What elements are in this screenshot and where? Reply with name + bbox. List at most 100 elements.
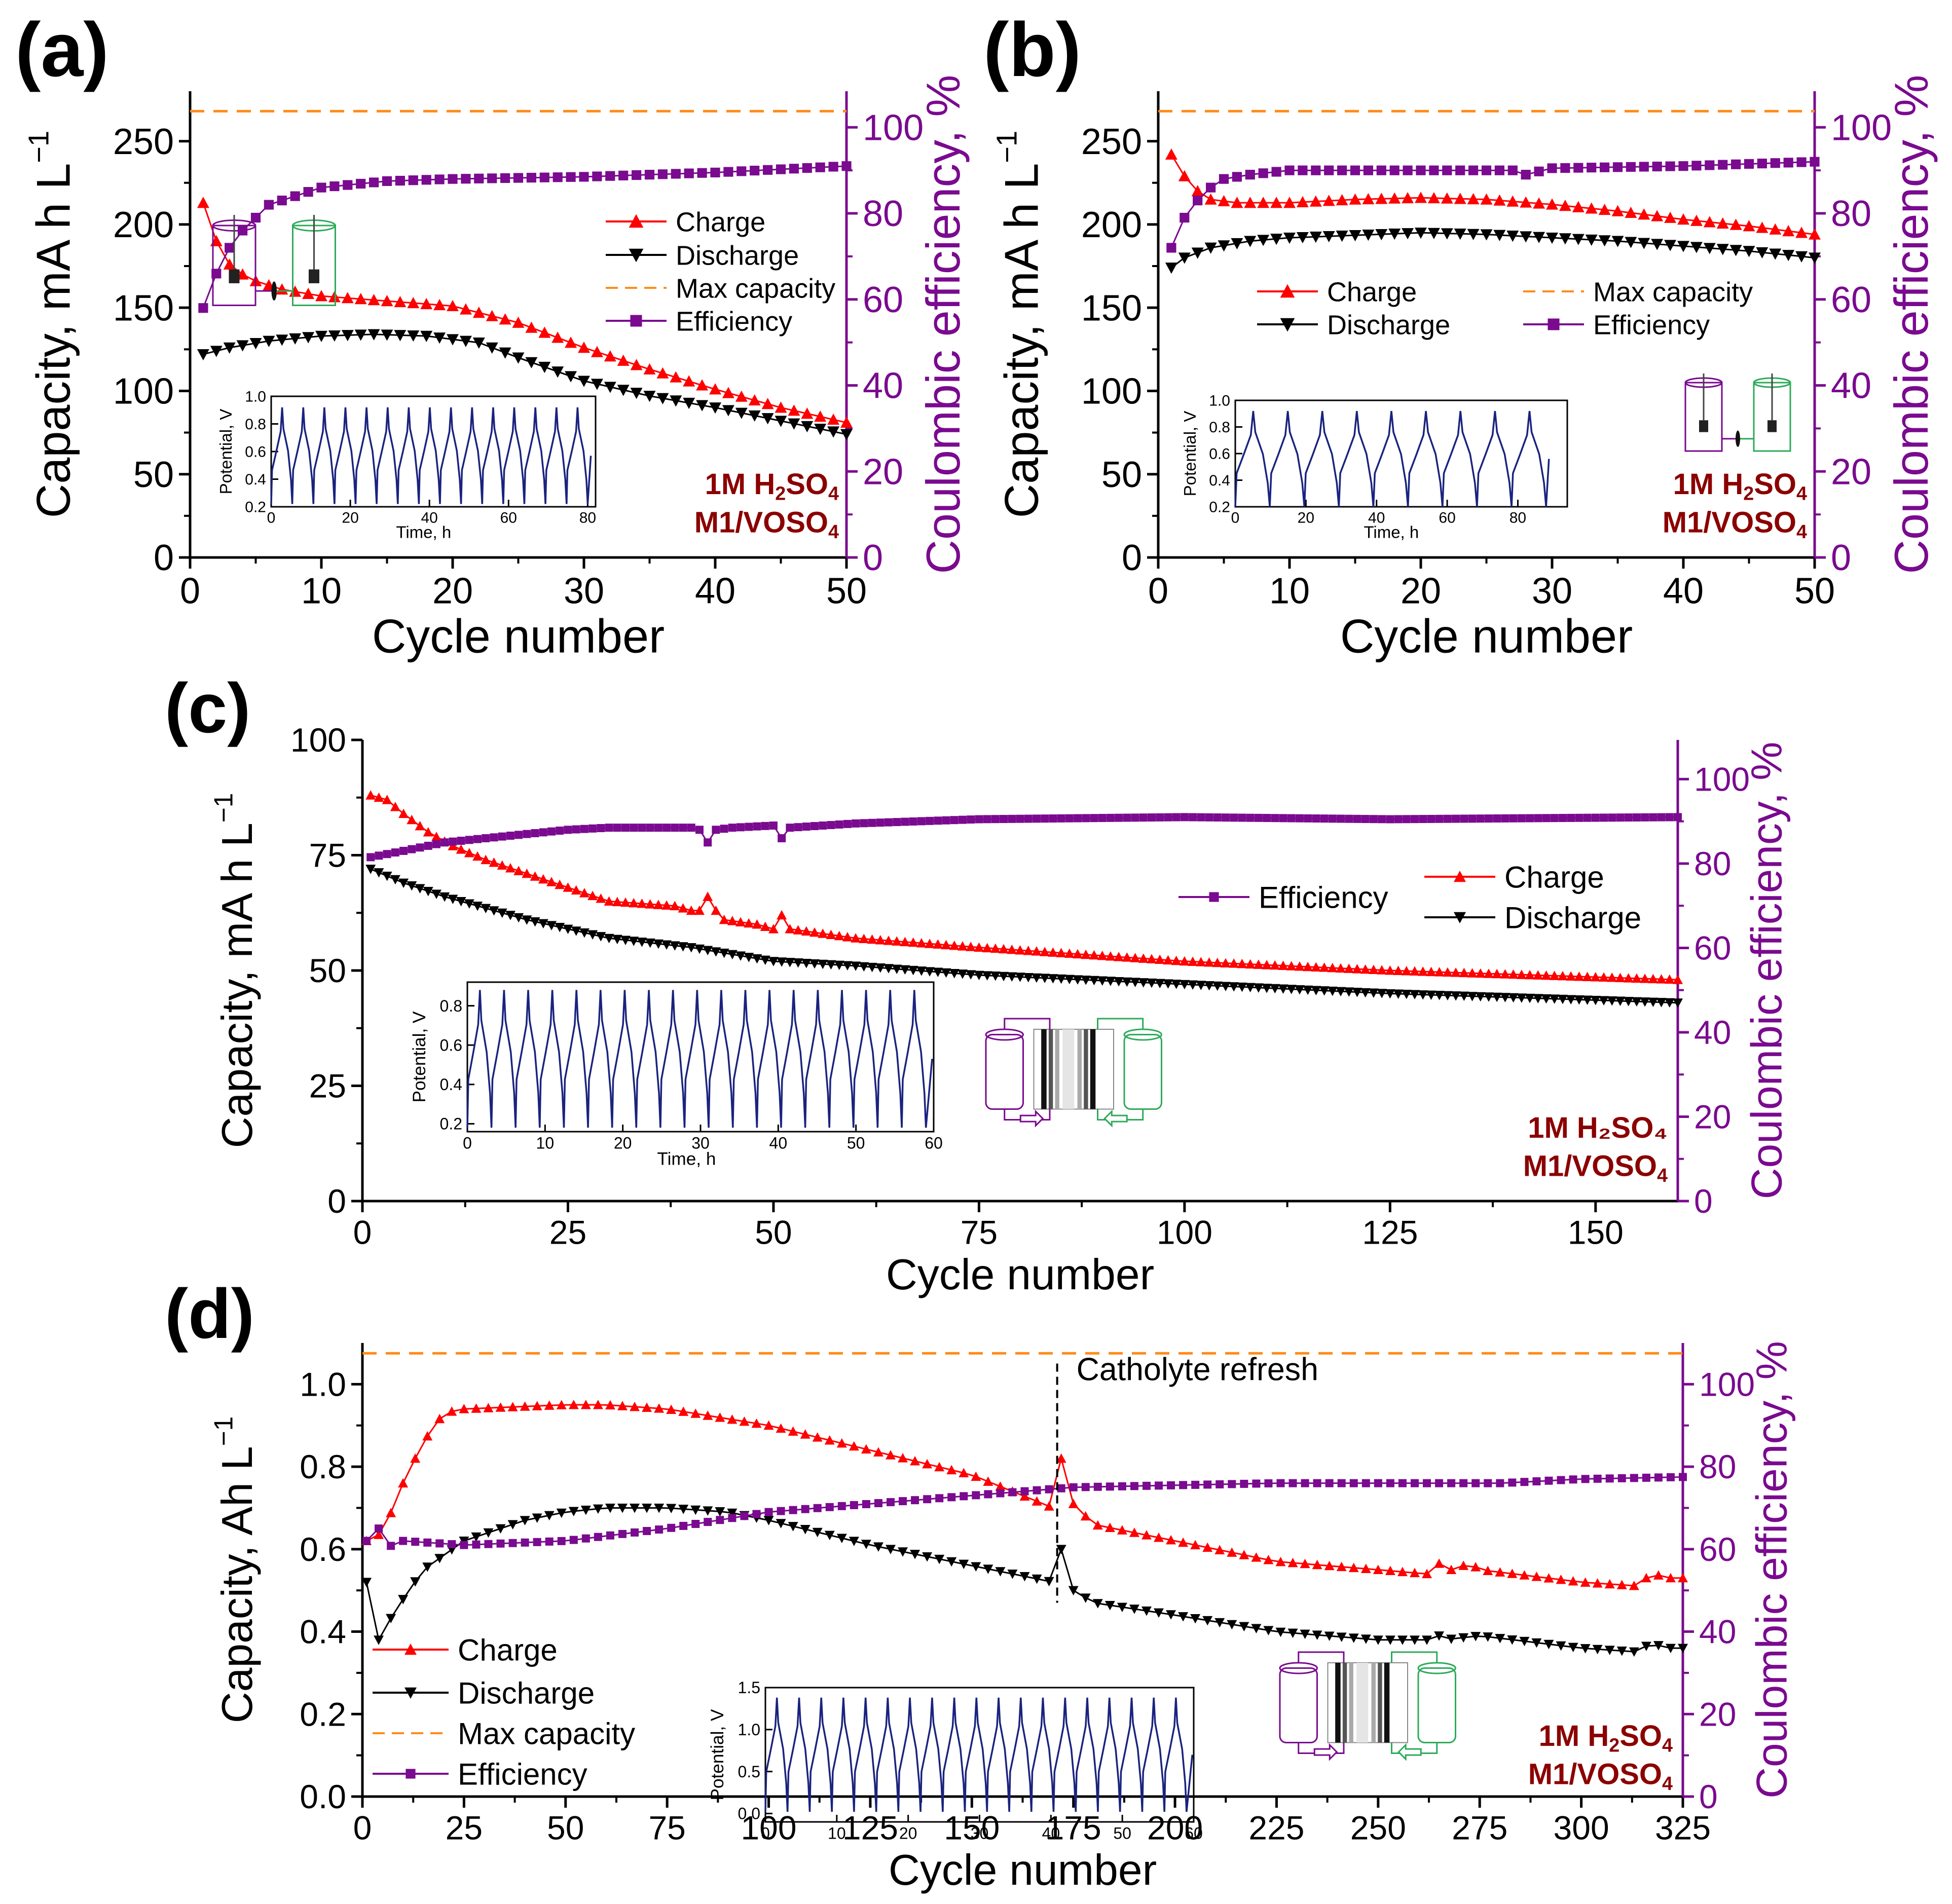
data-point-charge xyxy=(563,882,573,892)
data-point-efficiency xyxy=(605,171,615,181)
x-tick-label: 0 xyxy=(353,1809,372,1847)
data-point-efficiency xyxy=(1496,1479,1504,1487)
data-point-charge xyxy=(1638,208,1650,220)
data-point-charge xyxy=(867,934,877,944)
data-point-charge xyxy=(883,936,894,945)
data-point-charge xyxy=(908,937,918,947)
data-point-efficiency xyxy=(947,1493,956,1502)
data-point-efficiency xyxy=(448,174,458,184)
data-point-discharge xyxy=(946,1557,957,1567)
data-point-charge xyxy=(1426,966,1437,977)
data-point-discharge xyxy=(1163,979,1173,989)
series-discharge xyxy=(361,1503,1688,1657)
data-point-efficiency xyxy=(1098,814,1107,823)
catholyte-flow-arrow xyxy=(1397,1743,1422,1761)
data-point-charge xyxy=(775,401,787,413)
data-point-charge xyxy=(1441,192,1453,204)
data-point-discharge xyxy=(768,957,779,966)
inset-y-tick-label: 0.0 xyxy=(738,1805,760,1823)
data-point-charge xyxy=(1373,1564,1383,1574)
electrolyte-label: 1M H₂SO₄ M1/VOSO4 xyxy=(1523,1111,1668,1186)
data-point-discharge xyxy=(1179,980,1190,990)
data-point-discharge xyxy=(630,388,643,399)
panel-c: 0 25 50 75 100 125 1500255075100020406080100Cy… xyxy=(165,669,1791,1299)
data-point-discharge xyxy=(1568,1642,1578,1653)
data-point-charge xyxy=(483,1403,494,1412)
inset-y-tick-label: 1.0 xyxy=(738,1721,760,1739)
data-point-charge xyxy=(236,268,249,280)
data-point-efficiency xyxy=(1657,813,1666,822)
data-point-charge xyxy=(1616,1580,1627,1589)
data-point-discharge xyxy=(642,1503,652,1513)
data-point-discharge xyxy=(661,940,672,950)
series-efficiency xyxy=(198,161,852,313)
y2-tick-label: 40 xyxy=(863,366,903,406)
data-point-charge xyxy=(499,313,511,325)
data-point-charge xyxy=(1368,964,1379,975)
data-point-discharge xyxy=(1743,246,1755,257)
data-point-charge xyxy=(1349,193,1361,205)
data-point-discharge xyxy=(1080,1593,1091,1603)
data-point-efficiency xyxy=(424,841,432,850)
data-point-efficiency xyxy=(769,822,778,830)
inset-y-tick-label: 1.0 xyxy=(1209,393,1230,409)
data-point-efficiency xyxy=(712,826,720,834)
data-point-charge xyxy=(1220,958,1231,967)
data-point-charge xyxy=(898,1453,908,1463)
data-point-charge xyxy=(1507,1569,1518,1578)
data-point-discharge xyxy=(827,426,840,438)
data-point-charge xyxy=(1656,974,1667,984)
inset-y-tick-label: 0.6 xyxy=(1209,446,1230,463)
data-point-discharge xyxy=(1611,236,1624,247)
data-point-efficiency xyxy=(876,818,885,827)
data-point-charge xyxy=(407,296,420,309)
legend-label-discharge: Discharge xyxy=(458,1676,595,1710)
electrolyte-line2: M1/VOSO4 xyxy=(1523,1149,1668,1186)
data-point-efficiency xyxy=(752,1510,761,1518)
data-point-discharge xyxy=(1166,1610,1176,1620)
inset-potential-curve xyxy=(1234,410,1550,507)
data-point-efficiency xyxy=(1020,1487,1029,1496)
data-point-charge xyxy=(630,1401,640,1411)
data-point-charge xyxy=(1287,1557,1298,1567)
data-point-charge xyxy=(1641,1573,1651,1583)
legend-marker xyxy=(404,1644,417,1655)
y2-tick-label: 0 xyxy=(863,538,883,578)
data-point-discharge xyxy=(513,913,524,923)
data-point-discharge xyxy=(1300,1629,1310,1639)
data-point-discharge xyxy=(1344,987,1354,997)
data-point-discharge xyxy=(834,960,844,970)
data-point-discharge xyxy=(1664,240,1677,251)
data-point-charge xyxy=(398,808,409,818)
data-point-discharge xyxy=(565,371,577,383)
data-point-efficiency xyxy=(1534,814,1542,823)
data-point-efficiency xyxy=(461,174,471,184)
data-point-charge xyxy=(761,398,774,409)
inset-x-tick-label: 0 xyxy=(463,1134,472,1152)
data-point-efficiency xyxy=(667,1523,676,1532)
data-point-efficiency xyxy=(671,824,679,832)
inset-d: 0 10 20 30 40 50 60 0.0 0.5 1.0 1.5 Potential, V xyxy=(708,1678,1203,1842)
data-point-efficiency xyxy=(720,825,728,833)
y-tick-label: 1.0 xyxy=(300,1365,346,1403)
data-point-efficiency xyxy=(1203,1480,1212,1489)
cell-layer xyxy=(1335,1663,1341,1743)
y-tick-label: 250 xyxy=(113,122,174,162)
inset-x-tick-label: 80 xyxy=(1509,510,1526,527)
data-point-discharge xyxy=(715,1507,725,1517)
data-point-discharge xyxy=(735,407,748,419)
data-point-discharge xyxy=(210,346,223,357)
x-tick-label: 50 xyxy=(826,571,867,611)
data-point-charge xyxy=(696,379,709,391)
data-point-charge xyxy=(643,363,656,375)
data-point-discharge xyxy=(1044,1577,1054,1587)
data-point-discharge xyxy=(1500,993,1511,1002)
data-point-efficiency xyxy=(211,269,222,279)
y2-tick-label: 40 xyxy=(1699,1613,1736,1651)
data-point-discharge xyxy=(1190,1614,1201,1624)
data-point-charge xyxy=(735,390,748,402)
data-point-discharge xyxy=(1729,245,1742,256)
electrolyte-line2: M1/VOSO4 xyxy=(694,506,839,542)
data-point-efficiency xyxy=(1626,162,1636,172)
